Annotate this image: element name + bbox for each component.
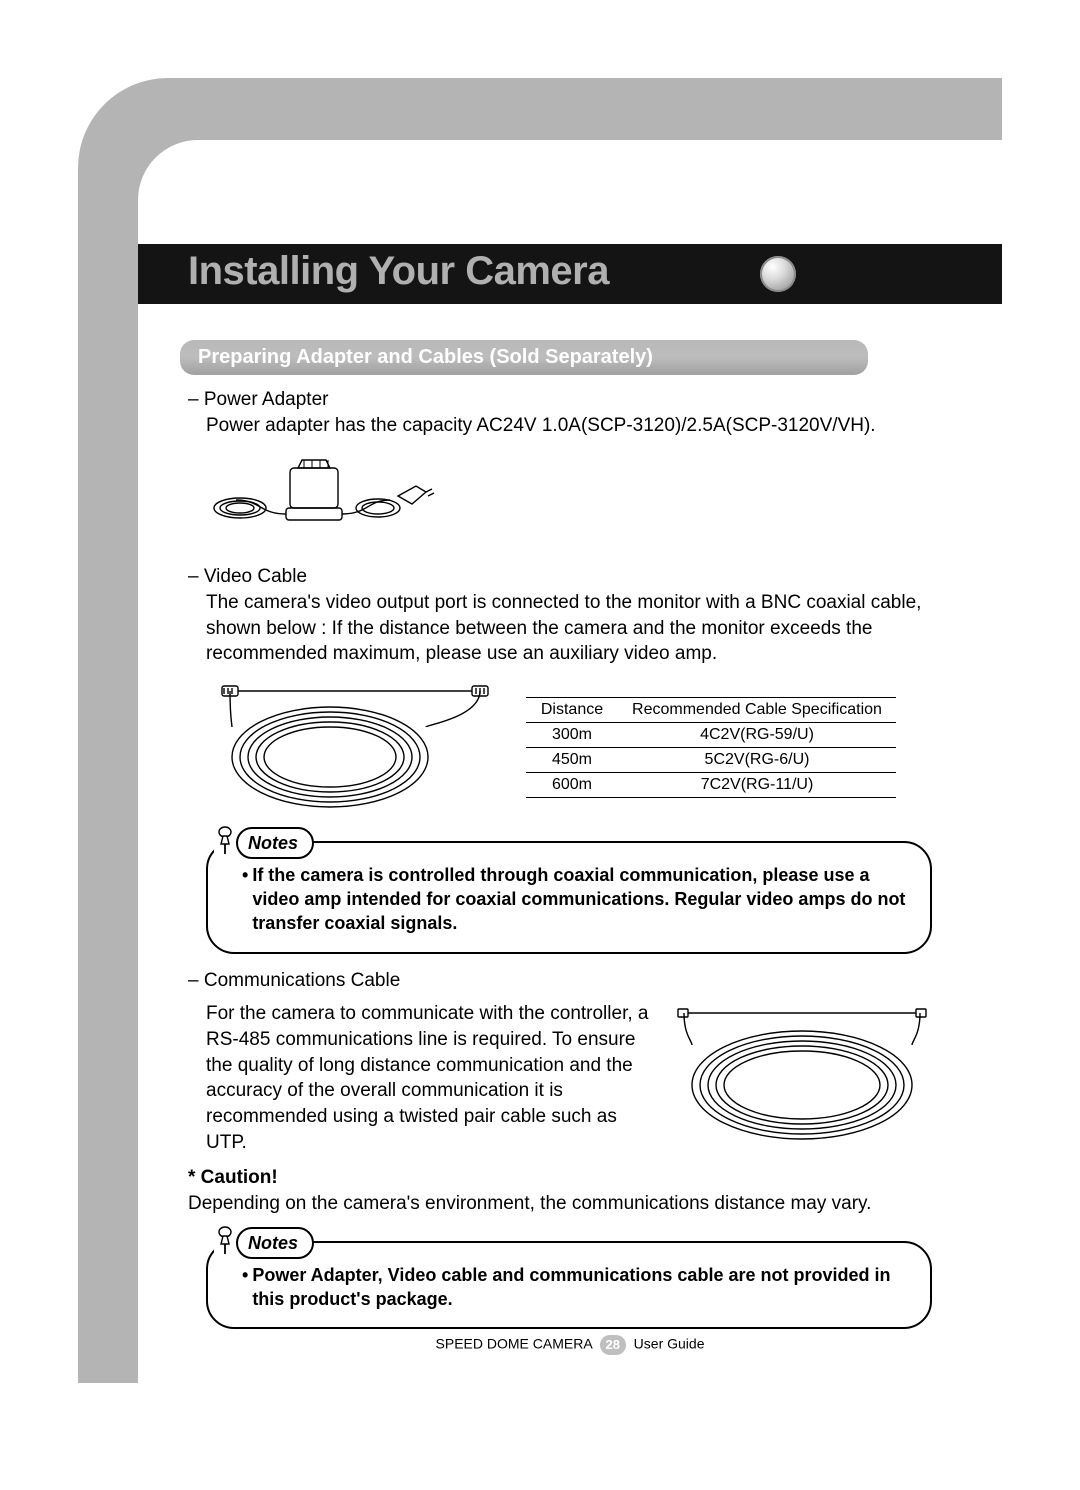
page-number-badge: 28 (600, 1335, 626, 1355)
bullet-icon: • (242, 863, 248, 936)
footer-left: SPEED DOME CAMERA (436, 1336, 592, 1352)
note2-text: Power Adapter, Video cable and communica… (252, 1263, 906, 1312)
cell-spec: 5C2V(RG-6/U) (618, 747, 896, 772)
notes-box-1: Notes • If the camera is controlled thro… (206, 841, 932, 954)
notes-label: Notes (236, 827, 314, 859)
note1-bullet: • If the camera is controlled through co… (242, 863, 906, 936)
note1-text: If the camera is controlled through coax… (252, 863, 906, 936)
comm-cable-text: For the camera to communicate with the c… (206, 1001, 654, 1155)
sphere-icon (760, 256, 796, 292)
table-row: 600m 7C2V(RG-11/U) (526, 772, 896, 797)
power-adapter-illustration (180, 450, 932, 546)
col-spec: Recommended Cable Specification (618, 697, 896, 722)
pushpin-icon (214, 825, 236, 857)
cell-distance: 600m (526, 772, 618, 797)
note2-bullet: • Power Adapter, Video cable and communi… (242, 1263, 906, 1312)
pushpin-icon (214, 1225, 236, 1257)
notes-label-text: Notes (248, 1231, 298, 1255)
notes-label: Notes (236, 1227, 314, 1259)
caution-text: Depending on the camera's environment, t… (188, 1191, 932, 1217)
page-frame: Installing Your Camera Preparing Adapter… (78, 78, 1002, 1383)
twisted-pair-illustration (672, 1001, 932, 1151)
table-row: 450m 5C2V(RG-6/U) (526, 747, 896, 772)
coax-cable-illustration (210, 677, 500, 817)
power-adapter-label: – Power Adapter (188, 387, 932, 413)
video-cable-text: The camera's video output port is connec… (206, 590, 932, 667)
col-distance: Distance (526, 697, 618, 722)
footer-right: User Guide (634, 1336, 705, 1352)
bullet-icon: • (242, 1263, 248, 1312)
table-row: 300m 4C2V(RG-59/U) (526, 722, 896, 747)
section-heading: Preparing Adapter and Cables (Sold Separ… (180, 340, 868, 375)
table-header-row: Distance Recommended Cable Specification (526, 697, 896, 722)
caution-block: * Caution! Depending on the camera's env… (188, 1165, 932, 1216)
power-adapter-block: – Power Adapter Power adapter has the ca… (188, 387, 932, 438)
page-inner: Installing Your Camera Preparing Adapter… (138, 140, 1002, 1383)
comm-cable-label: – Communications Cable (188, 968, 932, 994)
content-area: Preparing Adapter and Cables (Sold Separ… (180, 340, 932, 1343)
chapter-title-band: Installing Your Camera (138, 244, 1002, 304)
cell-spec: 4C2V(RG-59/U) (618, 722, 896, 747)
notes-label-text: Notes (248, 831, 298, 855)
video-cable-label: – Video Cable (188, 564, 932, 590)
notes-box-2: Notes • Power Adapter, Video cable and c… (206, 1241, 932, 1330)
cell-spec: 7C2V(RG-11/U) (618, 772, 896, 797)
power-adapter-text: Power adapter has the capacity AC24V 1.0… (206, 413, 932, 439)
chapter-title: Installing Your Camera (188, 249, 609, 294)
video-cable-row: Distance Recommended Cable Specification… (210, 677, 932, 817)
cable-spec-table: Distance Recommended Cable Specification… (526, 697, 896, 798)
page-footer: SPEED DOME CAMERA 28 User Guide (138, 1335, 1002, 1355)
cell-distance: 450m (526, 747, 618, 772)
cell-distance: 300m (526, 722, 618, 747)
video-cable-block: – Video Cable The camera's video output … (188, 564, 932, 667)
comm-cable-block: – Communications Cable For the camera to… (188, 968, 932, 1155)
caution-label: * Caution! (188, 1165, 932, 1191)
